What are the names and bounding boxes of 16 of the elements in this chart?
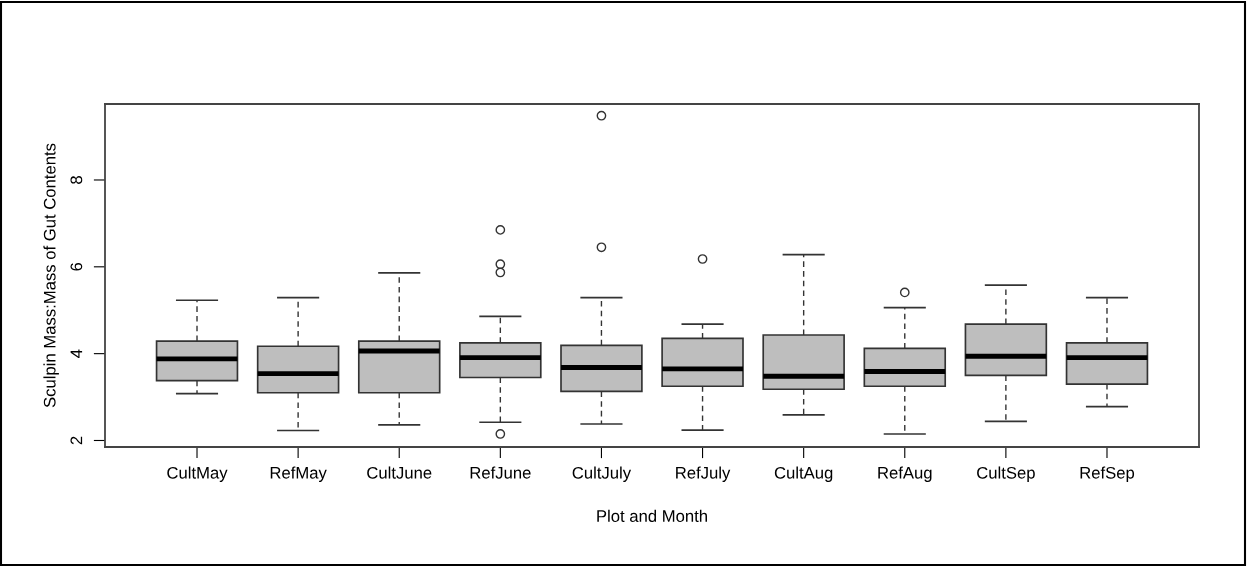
x-tick-label: CultAug [774,466,833,482]
x-tick-label: CultJune [367,466,432,479]
y-tick-label: 4 [70,349,83,358]
x-tick-label: CultSep [977,466,1035,482]
y-axis-title: Sculpin Mass:Mass of Gut Contents [43,143,59,408]
y-tick-label: 6 [70,262,83,271]
x-tick-label: CultJuly [572,466,632,482]
x-tick-label: RefSep [1080,466,1135,482]
y-tick-label: 2 [70,436,83,445]
x-tick-label: CultMay [167,466,228,482]
x-tick-label: RefJuly [676,466,731,482]
x-tick-label: RefAug [878,466,932,482]
x-axis-title: Plot and Month [597,509,707,522]
x-tick-label: RefJune [470,466,531,479]
x-tick-label: RefMay [270,466,327,482]
y-tick-label: 8 [70,176,83,184]
